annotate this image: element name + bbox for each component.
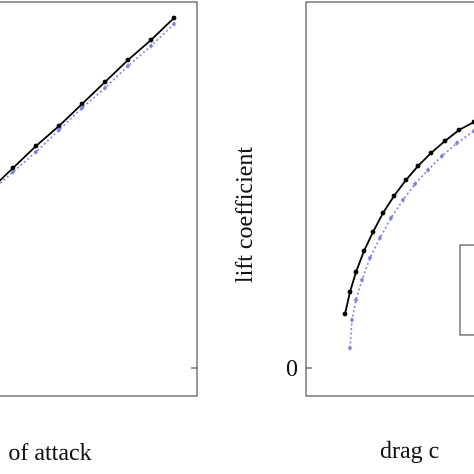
point — [359, 277, 365, 283]
point — [403, 177, 409, 183]
point — [428, 150, 434, 156]
y-axis-label: lift coefficient — [232, 147, 258, 283]
point — [439, 153, 445, 159]
point — [415, 163, 421, 169]
x-axis-label: drag c — [380, 438, 439, 464]
point — [377, 235, 383, 241]
point — [370, 229, 376, 235]
point — [342, 311, 348, 317]
point — [171, 15, 177, 21]
point — [380, 210, 386, 216]
point — [412, 181, 418, 187]
point — [456, 127, 462, 133]
point — [148, 43, 154, 49]
point — [79, 105, 85, 111]
point — [125, 63, 131, 69]
point — [347, 345, 353, 351]
point — [454, 140, 460, 146]
point — [33, 149, 39, 155]
point — [56, 127, 62, 133]
point — [471, 128, 474, 134]
point — [102, 79, 108, 85]
x-axis-label: of attack — [8, 440, 91, 466]
plot-frame — [0, 1, 198, 397]
point — [391, 193, 397, 199]
point — [347, 289, 353, 295]
point — [367, 255, 373, 261]
y-tick-label: 0 — [286, 356, 298, 382]
series-line — [0, 23, 175, 185]
point — [388, 215, 394, 221]
point — [353, 269, 359, 275]
series-line — [344, 121, 474, 315]
point — [171, 21, 177, 27]
point — [353, 297, 359, 303]
point — [148, 37, 154, 43]
point — [442, 138, 448, 144]
point — [400, 197, 406, 203]
point — [471, 119, 474, 125]
point — [361, 248, 367, 254]
point — [79, 101, 85, 107]
point — [33, 143, 39, 149]
point — [125, 57, 131, 63]
legend-box — [459, 244, 474, 336]
point — [10, 165, 16, 171]
point — [349, 317, 355, 323]
point — [56, 123, 62, 129]
point — [10, 169, 16, 175]
plot-frame — [305, 1, 474, 397]
point — [425, 167, 431, 173]
point — [102, 85, 108, 91]
